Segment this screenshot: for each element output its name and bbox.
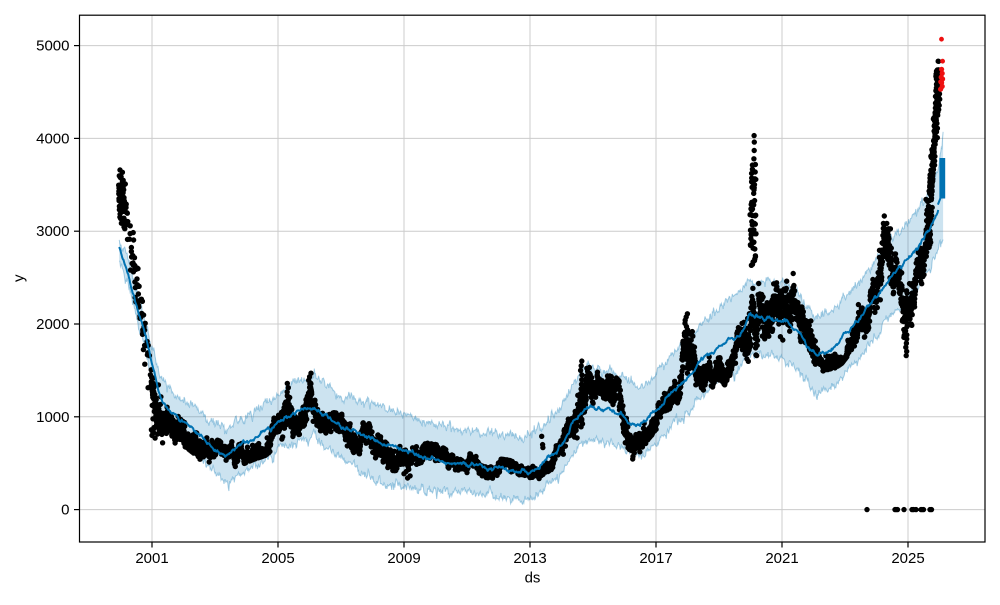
svg-text:2005: 2005: [261, 550, 294, 567]
svg-text:3000: 3000: [36, 223, 69, 240]
svg-text:2013: 2013: [513, 550, 546, 567]
svg-text:2021: 2021: [765, 550, 798, 567]
svg-text:5000: 5000: [36, 38, 69, 55]
svg-text:2001: 2001: [135, 550, 168, 567]
svg-text:2025: 2025: [891, 550, 924, 567]
svg-text:2009: 2009: [387, 550, 420, 567]
svg-text:0: 0: [61, 502, 69, 519]
svg-text:ds: ds: [525, 570, 541, 587]
svg-text:4000: 4000: [36, 130, 69, 147]
svg-text:1000: 1000: [36, 409, 69, 426]
svg-text:y: y: [11, 274, 28, 282]
svg-text:2000: 2000: [36, 316, 69, 333]
svg-text:2017: 2017: [639, 550, 672, 567]
